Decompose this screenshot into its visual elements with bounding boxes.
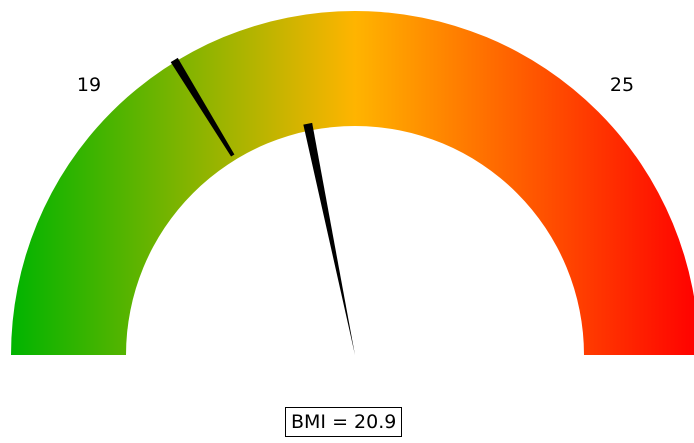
tick-label-min: 19 xyxy=(77,74,101,96)
gauge-needle xyxy=(303,122,355,355)
range-marker xyxy=(170,57,235,157)
tick-label-max: 25 xyxy=(610,74,634,96)
bmi-value-label: BMI = 20.9 xyxy=(285,407,403,437)
gauge-band xyxy=(11,11,694,355)
